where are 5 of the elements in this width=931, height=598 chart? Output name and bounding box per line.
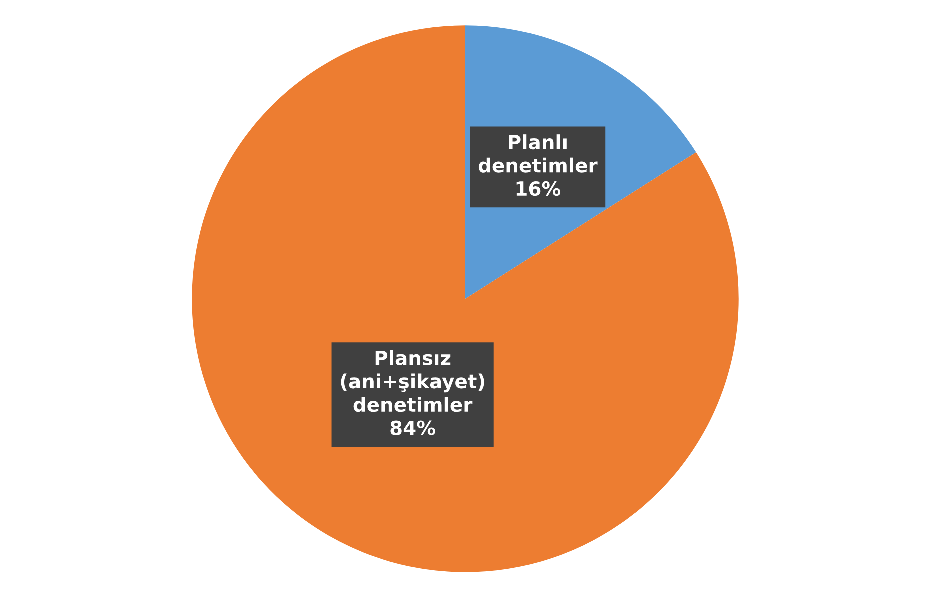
data-label: 16%	[516, 181, 561, 196]
pie-slice	[192, 26, 739, 572]
data-label: 84%	[390, 420, 436, 436]
slice-label: Planlı denetimler	[478, 134, 598, 173]
slice-label: Plansız (ani+şikayet) denetimler	[341, 350, 484, 412]
